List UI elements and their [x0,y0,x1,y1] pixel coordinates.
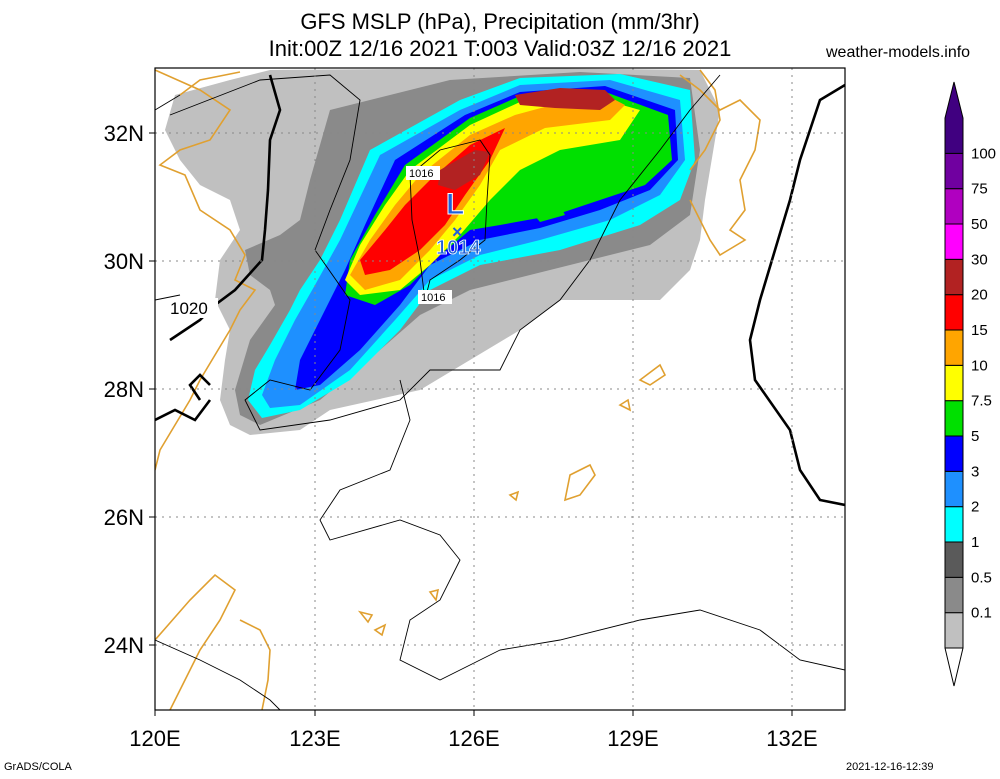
colorbar: 0.1 0.5 1 2 3 5 7.5 10 15 20 30 50 75 100 [944,81,996,687]
colorbar-label: 5 [971,428,979,445]
colorbar-label: 100 [971,145,996,162]
isobar-1016-inner [409,139,491,301]
colorbar-label: 0.1 [971,605,992,622]
isobar-labels: 1016 1016 1020 [168,166,452,318]
x-tick-label: 129E [607,726,658,751]
coastlines [155,69,761,710]
thick-contour-east [748,83,845,507]
coastline-islands [357,588,440,637]
coastline-china [155,69,257,471]
footer-software: GrADS/COLA [4,761,72,773]
isobars [155,74,845,710]
x-axis-labels: 120E 123E 126E 129E 132E [129,726,817,751]
low-pressure-center: L × 1014 [436,188,482,260]
precip-5b [530,205,565,222]
colorbar-segment [944,188,964,225]
isobar-label-1016-a: 1016 [409,168,433,180]
isobar-1016-outer [169,74,721,431]
colorbar-segment [944,435,964,472]
colorbar-top-triangle [944,81,964,154]
colorbar-segment [944,470,964,508]
colorbar-segment [944,400,964,437]
colorbar-label: 3 [971,463,979,480]
precip-20 [515,88,615,110]
coastline-kyushu [689,69,721,171]
colorbar-segment [944,612,964,649]
low-value: 1014 [436,237,481,259]
footer-timestamp: 2021-12-16-12:39 [846,761,934,773]
coastline-japan [679,74,761,257]
colorbar-label: 0.5 [971,569,992,586]
precip-20b [438,150,490,190]
thick-contour-west [169,74,282,342]
y-tick-label: 32N [104,121,144,146]
colorbar-segment [944,329,964,366]
isobar-label-1016-b: 1016 [421,292,445,304]
isobar-1020 [155,94,181,301]
site-credit: weather-models.info [826,44,971,61]
colorbar-segment [944,294,964,331]
y-tick-label: 26N [104,505,144,530]
x-tick-label: 123E [289,726,340,751]
low-x-marker: × [452,222,463,242]
isobar-west-south [155,639,281,710]
map-area: L × 1014 1016 1016 1020 [155,68,845,710]
colorbar-segment [944,223,964,260]
thick-contour-sw [155,373,212,422]
low-symbol: L [446,188,464,221]
colorbar-label: 7.5 [971,393,992,410]
coastline-taiwan [155,573,271,710]
y-tick-label: 28N [104,377,144,402]
y-tick-label: 24N [104,633,144,658]
isobar-label-1020: 1020 [170,299,208,318]
coastline-ryukyu [508,363,667,502]
colorbar-segment [944,506,964,543]
colorbar-segment [944,364,964,402]
colorbar-label: 50 [971,216,988,233]
colorbar-label: 30 [971,251,988,268]
chart-title-line2: Init:00Z 12/16 2021 T:003 Valid:03Z 12/1… [268,36,732,61]
chart-title-line1: GFS MSLP (hPa), Precipitation (mm/3hr) [300,9,700,34]
colorbar-segment [944,541,964,578]
coastline-korea [179,71,241,96]
colorbar-segment [944,152,964,190]
thick-contours [155,74,845,507]
y-tick-label: 30N [104,249,144,274]
map-gridlines [155,68,845,710]
colorbar-segment [944,576,964,614]
colorbar-segment [944,258,964,296]
colorbar-label: 10 [971,357,988,374]
x-tick-label: 126E [448,726,499,751]
colorbar-label: 2 [971,499,979,516]
x-tick-label: 120E [129,726,180,751]
colorbar-label: 20 [971,287,988,304]
y-axis-labels: 24N 26N 28N 30N 32N [104,121,144,658]
isobar-1016-south [319,379,845,681]
colorbar-label: 75 [971,181,988,198]
x-tick-label: 132E [766,726,817,751]
precipitation-field [165,68,720,435]
axis-ticks [149,132,793,716]
colorbar-label: 15 [971,322,988,339]
colorbar-label: 1 [971,534,979,551]
